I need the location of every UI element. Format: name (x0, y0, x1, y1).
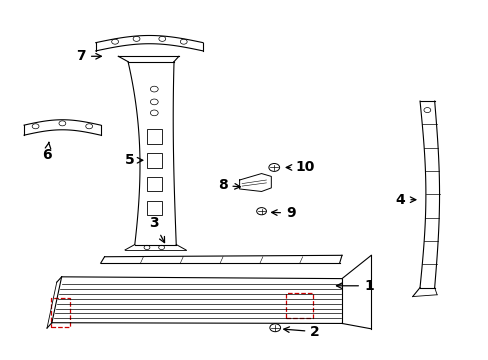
Text: 10: 10 (285, 161, 314, 175)
Text: 5: 5 (125, 153, 142, 167)
Text: 1: 1 (336, 279, 373, 293)
Text: 7: 7 (76, 49, 101, 63)
Text: 4: 4 (395, 193, 415, 207)
Bar (147, 153, 161, 168)
Text: 2: 2 (283, 325, 320, 339)
Text: 8: 8 (217, 178, 240, 192)
Text: 6: 6 (42, 142, 52, 162)
Text: 9: 9 (271, 206, 295, 220)
Bar (147, 201, 161, 215)
Text: 3: 3 (149, 216, 164, 243)
Bar (147, 177, 161, 192)
Bar (147, 130, 161, 144)
